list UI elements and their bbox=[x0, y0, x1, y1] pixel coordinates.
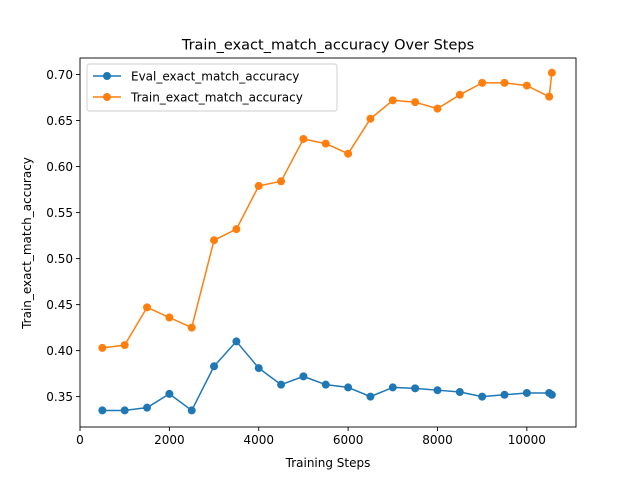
data-point bbox=[545, 92, 554, 101]
x-tick-label: 10000 bbox=[508, 433, 546, 447]
series-line bbox=[102, 72, 553, 349]
data-point bbox=[344, 383, 353, 392]
data-point bbox=[321, 380, 330, 389]
data-point bbox=[411, 98, 420, 107]
legend-entry-1: Eval_exact_match_accuracy bbox=[93, 69, 299, 83]
x-axis-label: Training Steps bbox=[285, 456, 371, 470]
data-point bbox=[433, 386, 442, 395]
y-tick-label: 0.50 bbox=[46, 252, 73, 266]
legend: Eval_exact_match_accuracy Train_exact_mat… bbox=[86, 63, 338, 112]
data-point bbox=[232, 225, 241, 234]
legend-entry-2: Train_exact_match_accuracy bbox=[93, 90, 303, 104]
y-axis-label: Train_exact_match_accuracy bbox=[20, 157, 34, 330]
legend-marker bbox=[103, 93, 111, 101]
x-axis-ticks: 0 2000 4000 6000 8000 10000 bbox=[76, 427, 546, 447]
data-point bbox=[254, 364, 263, 373]
plot-frame bbox=[79, 57, 577, 428]
data-point bbox=[165, 389, 174, 398]
data-point bbox=[455, 388, 464, 397]
data-point bbox=[98, 343, 107, 352]
x-tick-label: 0 bbox=[76, 433, 84, 447]
data-point bbox=[143, 403, 152, 412]
data-point bbox=[455, 90, 464, 99]
data-point bbox=[120, 341, 129, 350]
legend-marker bbox=[103, 72, 111, 80]
x-tick-label: 8000 bbox=[422, 433, 453, 447]
y-tick-label: 0.55 bbox=[46, 206, 73, 220]
data-point bbox=[433, 104, 442, 113]
x-tick-label: 2000 bbox=[154, 433, 185, 447]
data-point bbox=[210, 236, 219, 245]
legend-label: Eval_exact_match_accuracy bbox=[131, 69, 299, 83]
series-line bbox=[102, 340, 553, 412]
data-point bbox=[277, 177, 286, 186]
data-point bbox=[344, 149, 353, 158]
y-tick-label: 0.45 bbox=[46, 298, 73, 312]
data-point bbox=[254, 181, 263, 190]
data-point bbox=[500, 390, 509, 399]
data-point bbox=[547, 68, 556, 77]
data-point bbox=[299, 372, 308, 381]
data-point bbox=[321, 139, 330, 148]
y-tick-label: 0.40 bbox=[46, 344, 73, 358]
data-point bbox=[210, 362, 219, 371]
data-point bbox=[411, 384, 420, 393]
data-point bbox=[522, 81, 531, 90]
data-point bbox=[232, 337, 241, 346]
legend-box bbox=[86, 63, 338, 112]
data-point bbox=[500, 78, 509, 87]
data-point bbox=[366, 392, 375, 401]
legend-label: Train_exact_match_accuracy bbox=[130, 90, 303, 104]
data-point bbox=[388, 96, 397, 105]
y-axis-ticks: 0.35 0.40 0.45 0.50 0.55 0.60 0.65 0.70 bbox=[46, 68, 80, 404]
data-point bbox=[388, 383, 397, 392]
data-point bbox=[478, 392, 487, 401]
data-point bbox=[522, 388, 531, 397]
data-point bbox=[98, 406, 107, 415]
chart-title: Train_exact_match_accuracy Over Steps bbox=[181, 38, 474, 54]
y-tick-label: 0.60 bbox=[46, 160, 73, 174]
data-point bbox=[165, 313, 174, 322]
x-tick-label: 6000 bbox=[333, 433, 364, 447]
series-1 bbox=[98, 337, 556, 415]
data-point bbox=[366, 114, 375, 123]
series-group bbox=[98, 68, 556, 415]
y-tick-label: 0.65 bbox=[46, 114, 73, 128]
series-2 bbox=[98, 68, 556, 352]
data-point bbox=[547, 390, 556, 399]
plot-area bbox=[79, 57, 577, 428]
data-point bbox=[120, 406, 129, 415]
y-tick-label: 0.70 bbox=[46, 68, 73, 82]
data-point bbox=[187, 406, 196, 415]
data-point bbox=[299, 134, 308, 143]
data-point bbox=[478, 78, 487, 87]
data-point bbox=[187, 323, 196, 332]
y-tick-label: 0.35 bbox=[46, 390, 73, 404]
data-point bbox=[277, 380, 286, 389]
x-tick-label: 4000 bbox=[243, 433, 274, 447]
data-point bbox=[143, 303, 152, 312]
